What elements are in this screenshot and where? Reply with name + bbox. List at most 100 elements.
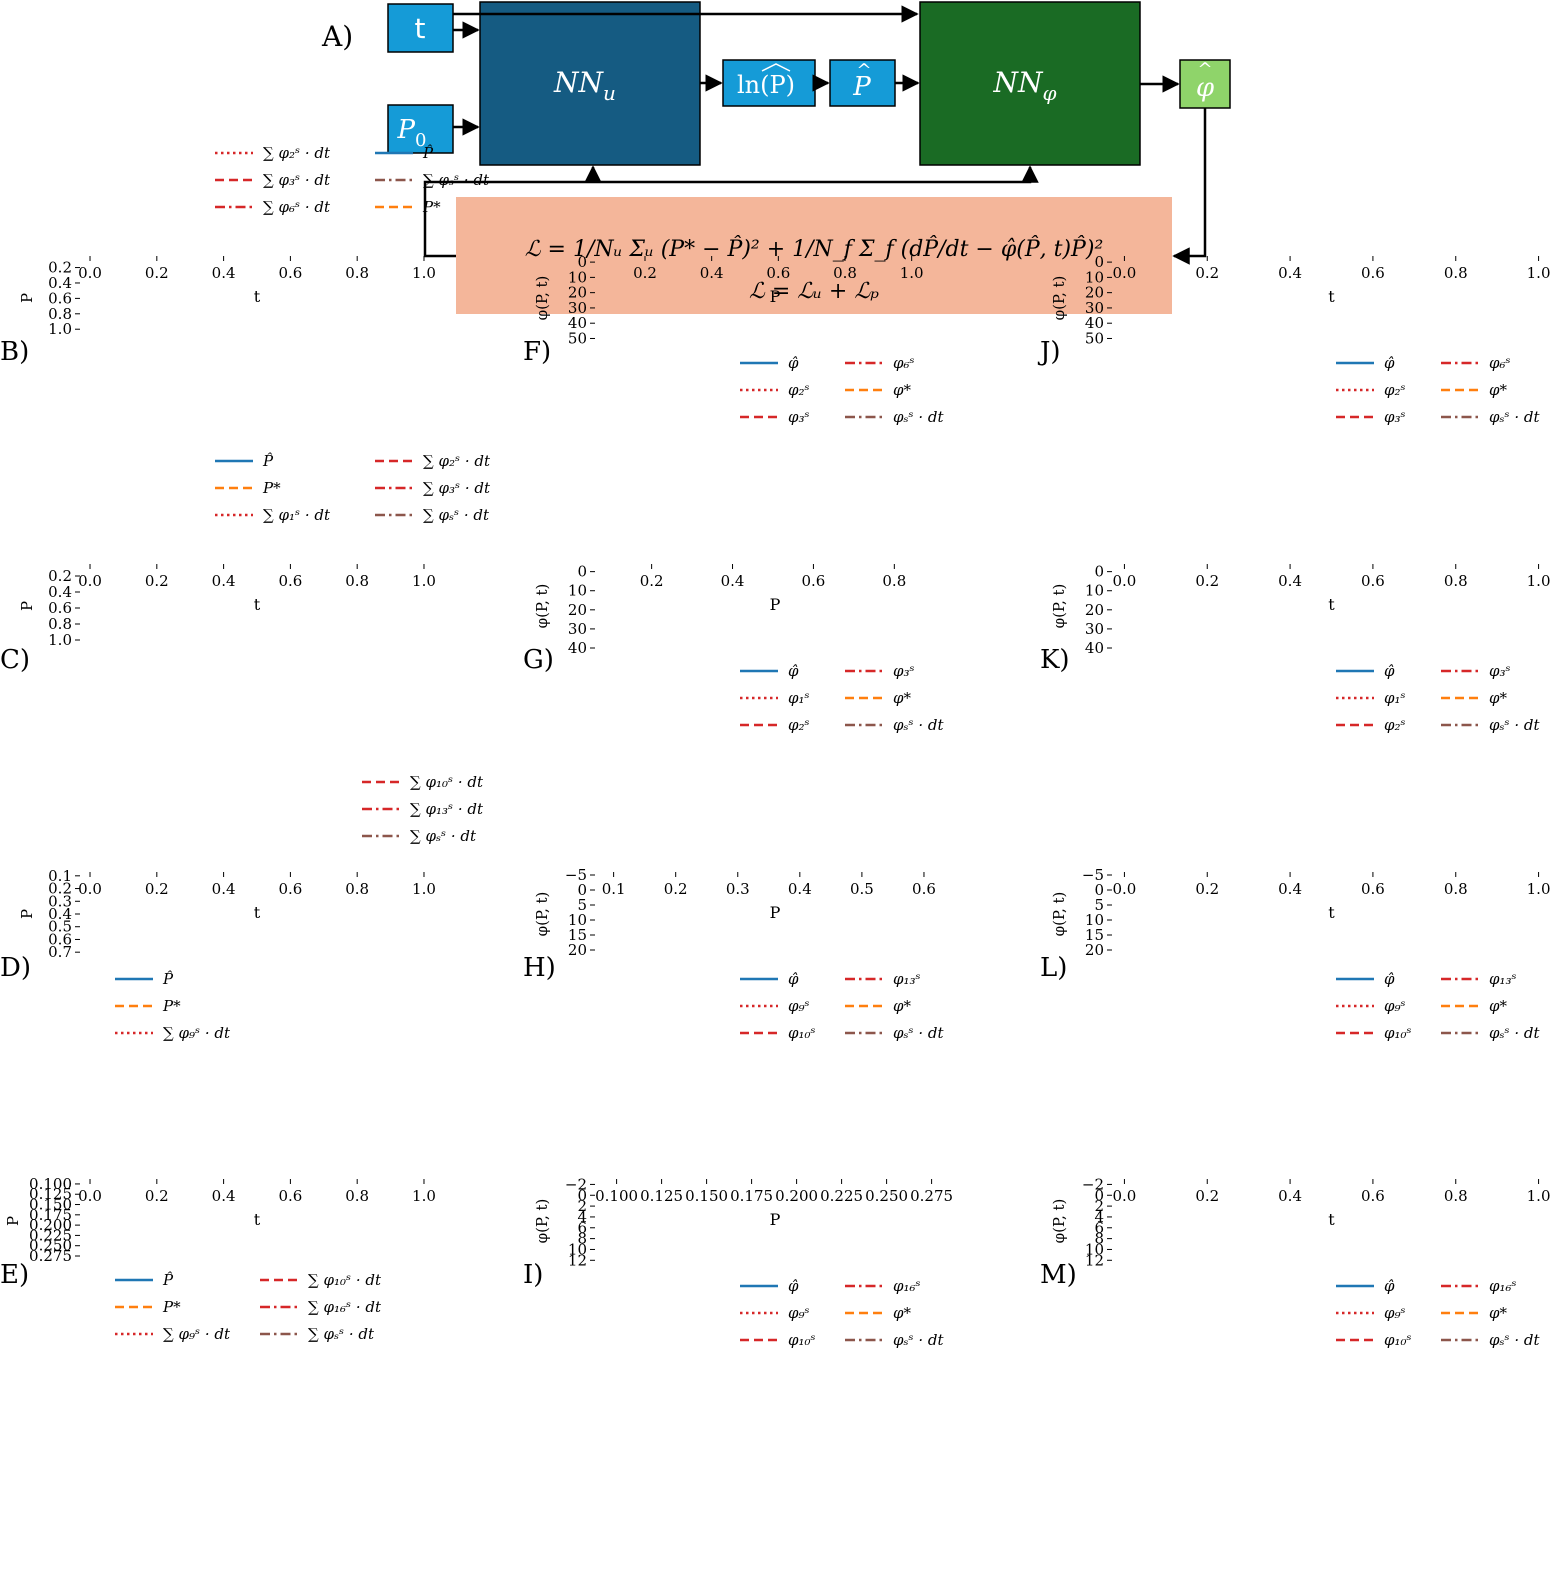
x-axis-label: t <box>254 903 261 922</box>
x-tick-label: 0.6 <box>278 264 302 282</box>
legend-label: ∑ φ₆ˢ · dt <box>263 198 331 216</box>
x-tick-label: 0.250 <box>865 1187 908 1205</box>
y-tick-label: 0.5 <box>48 918 72 936</box>
x-tick-label: 0.8 <box>833 264 857 282</box>
legend-label: φₛˢ · dt <box>1489 716 1541 734</box>
x-tick-label: 0.6 <box>801 572 825 590</box>
x-axis-label: t <box>254 595 261 614</box>
legend-label: φ₃ˢ <box>893 662 915 680</box>
y-tick-label: 10 <box>568 1240 587 1258</box>
legend-label: φ₂ˢ <box>788 381 810 399</box>
y-tick-label: −5 <box>565 866 587 884</box>
y-tick-label: 0 <box>1094 881 1104 899</box>
legend-label: φ̂ <box>1384 970 1395 988</box>
x-tick-label: 1.0 <box>412 572 436 590</box>
legend-label: ∑ φ₉ˢ · dt <box>163 1325 231 1343</box>
y-tick-label: 0.250 <box>29 1237 72 1255</box>
legend-label: φ₂ˢ <box>1384 381 1406 399</box>
y-axis-label: φ(P, t) <box>533 1199 551 1244</box>
y-tick-label: 10 <box>1085 268 1104 286</box>
legend-label: φ₃ˢ <box>1489 662 1511 680</box>
legend-label: φ₂ˢ <box>1384 716 1406 734</box>
y-tick-label: 10 <box>1085 582 1104 600</box>
y-tick-label: 0 <box>577 881 587 899</box>
x-tick-label: 0.2 <box>145 1187 169 1205</box>
x-tick-label: 0.8 <box>1444 572 1468 590</box>
y-tick-label: −5 <box>1082 866 1104 884</box>
nn-phi-label: NNφ <box>992 66 1056 105</box>
legend-label: φ* <box>893 381 912 399</box>
x-tick-label: 0.2 <box>145 880 169 898</box>
legend: φ̂ φ₉ˢ φ₁₀ˢ φ₁₆ˢ φ* φₛˢ · dt <box>1336 1277 1541 1349</box>
legend-label: P̂ <box>162 1271 174 1289</box>
x-tick-label: 1.0 <box>1527 1187 1551 1205</box>
phi-hat-label: φ <box>1196 73 1215 103</box>
loss-total: ℒ = ℒᵤ + ℒₚ <box>749 279 879 304</box>
legend-label: ∑ φ₃ˢ · dt <box>423 479 491 497</box>
panel-label: J) <box>1037 337 1061 367</box>
legend-label: φ₉ˢ <box>788 1304 810 1322</box>
panel-label: G) <box>523 645 554 675</box>
legend-label: φ₁ˢ <box>1384 689 1406 707</box>
legend-label: φ₁₀ˢ <box>1384 1024 1412 1042</box>
y-tick-label: 30 <box>568 299 587 317</box>
x-tick-label: 0.0 <box>78 1187 102 1205</box>
y-tick-label: 8 <box>577 1230 587 1248</box>
panel-label: H) <box>523 953 556 983</box>
x-tick-label: 0.0 <box>1112 880 1136 898</box>
legend-label: ∑ φₛˢ · dt <box>423 506 490 524</box>
panel-label: D) <box>0 953 31 983</box>
x-axis-label: t <box>1328 287 1335 306</box>
x-tick-label: 0.0 <box>1112 1187 1136 1205</box>
x-tick-label: 0.8 <box>345 572 369 590</box>
x-tick-label: 0.8 <box>345 264 369 282</box>
y-tick-label: 20 <box>1085 941 1104 959</box>
y-tick-label: 0.4 <box>48 583 72 601</box>
legend-label: φ₉ˢ <box>1384 1304 1406 1322</box>
legend: φ̂ φ₂ˢ φ₃ˢ φ₆ˢ φ* φₛˢ · dt <box>740 354 945 426</box>
x-tick-label: 0.4 <box>1278 264 1302 282</box>
legend-label: φ₃ˢ <box>788 408 810 426</box>
y-tick-label: 40 <box>1085 639 1104 657</box>
x-tick-label: 0.4 <box>212 880 236 898</box>
series-line <box>607 875 924 947</box>
series-line <box>607 875 924 953</box>
legend: φ̂ φ₉ˢ φ₁₀ˢ φ₁₃ˢ φ* φₛˢ · dt <box>1336 970 1541 1042</box>
legend-label: φ₉ˢ <box>788 997 810 1015</box>
y-tick-label: 1.0 <box>48 320 72 338</box>
y-axis-label: φ(P, t) <box>533 584 551 629</box>
nn-u-label: NNu <box>553 66 616 105</box>
legend-label: P̂ <box>162 970 174 988</box>
legend: φ̂ φ₁ˢ φ₂ˢ φ₃ˢ φ* φₛˢ · dt <box>1336 662 1541 734</box>
y-axis-label: φ(P, t) <box>533 892 551 937</box>
x-tick-label: 0.175 <box>730 1187 773 1205</box>
legend-label: φ₆ˢ <box>1489 354 1511 372</box>
chart-panel-d: 0.0 0.2 0.4 0.6 0.8 1.00.10.20.30.40.50.60.7t… <box>0 773 484 1042</box>
legend-label: P* <box>262 479 281 497</box>
legend-label: ∑ φ₁₀ˢ · dt <box>308 1271 382 1289</box>
y-tick-label: 40 <box>568 314 587 332</box>
legend-label: ∑ φ₂ˢ · dt <box>263 144 331 162</box>
y-tick-label: 10 <box>568 268 587 286</box>
legend-label: φₛˢ · dt <box>893 716 945 734</box>
x-tick-label: 0.2 <box>1195 880 1219 898</box>
x-tick-label: 0.6 <box>1361 264 1385 282</box>
x-tick-label: 0.6 <box>1361 880 1385 898</box>
phi-hat-accent: ^ <box>1197 59 1212 80</box>
x-axis-label: t <box>1328 1210 1335 1229</box>
x-tick-label: 0.8 <box>1444 880 1468 898</box>
y-tick-label: 10 <box>1085 1240 1104 1258</box>
panel-label: M) <box>1040 1260 1077 1290</box>
y-tick-label: 1.0 <box>48 631 72 649</box>
loss-box <box>456 197 1172 314</box>
y-tick-label: 0.175 <box>29 1206 72 1224</box>
legend-label: φ̂ <box>788 354 799 372</box>
x-tick-label: 1.0 <box>1527 880 1551 898</box>
nn-phi-box <box>919 1 1141 166</box>
legend-label: ∑ φ₂ˢ · dt <box>423 452 491 470</box>
y-tick-label: 0.225 <box>29 1226 72 1244</box>
x-tick-label: 1.0 <box>1527 572 1551 590</box>
